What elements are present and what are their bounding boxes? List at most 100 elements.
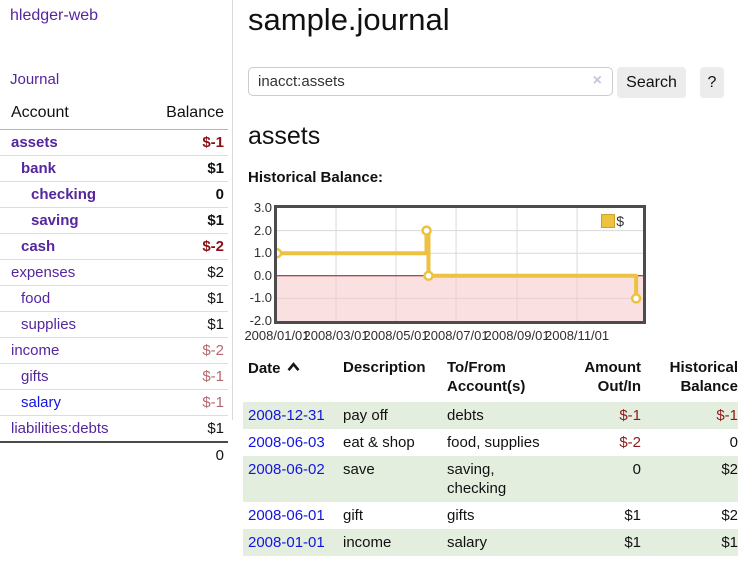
register-row: 2008-01-01 income salary $1 $1	[243, 529, 738, 556]
sidebar-item-journal[interactable]: Journal	[10, 71, 60, 88]
register-row: 2008-06-01 gift gifts $1 $2	[243, 502, 738, 529]
accounts-total: 0	[136, 441, 228, 468]
register-date-cell: 2008-12-31	[243, 402, 343, 429]
register-table-body: 2008-12-31 pay off debts $-1 $-1 2008-06-03 ea…	[243, 402, 738, 556]
register-balance-cell: 0	[729, 434, 738, 451]
register-description-cell: save	[343, 456, 447, 502]
historical-balance-chart: $ 3.0 2.0 1.0 0.0 -1.0 -2.0 2008/01/01 2008/03/…	[244, 200, 668, 350]
sidebar-account-link-food[interactable]: food	[21, 290, 51, 307]
account-row: expenses $2	[0, 259, 228, 286]
register-accounts-cell: food, supplies	[447, 434, 540, 451]
account-balance: $1	[136, 415, 228, 442]
y-axis-tick-label: 1.0	[253, 245, 272, 261]
x-axis-tick-label: 2008/11/01	[545, 328, 610, 343]
date-column-header[interactable]: Date	[243, 358, 343, 402]
register-description-cell: gift	[343, 507, 364, 524]
sidebar-account-link-assets[interactable]: assets	[11, 134, 58, 151]
chart-canvas	[277, 208, 643, 321]
register-accounts-cell: debts	[447, 402, 559, 429]
sidebar-account-link-expenses[interactable]: expenses	[11, 264, 76, 281]
transaction-date-link[interactable]: 2008-06-03	[248, 434, 325, 451]
account-balance: $-2	[136, 233, 228, 260]
balance-col-header: Balance	[136, 100, 228, 130]
register-accounts-cell: saving, checking	[447, 456, 559, 502]
register-description-cell: pay off	[343, 402, 447, 429]
help-button[interactable]: ?	[700, 67, 724, 98]
register-date-cell: 2008-06-01	[243, 502, 343, 529]
account-row: checking 0	[0, 181, 228, 208]
register-date-cell: 2008-06-02	[243, 456, 343, 502]
balance-column-header: Historical Balance	[669, 359, 738, 395]
app-title-link[interactable]: hledger-web	[10, 7, 99, 24]
accounts-column-header: To/From Account(s)	[447, 359, 526, 395]
register-amount-cell: 0	[559, 456, 641, 502]
account-heading: assets	[248, 122, 321, 150]
register-date-cell: 2008-06-03	[243, 429, 343, 456]
register-balance-cell: $1	[641, 529, 738, 556]
y-axis-tick-label: 2.0	[253, 222, 272, 238]
register-amount-cell: $-1	[559, 402, 641, 429]
sidebar-account-link-income[interactable]: income	[11, 342, 60, 359]
register-amount-cell: $-2	[619, 434, 641, 451]
account-row: saving $1	[0, 207, 228, 234]
transaction-date-link[interactable]: 2008-01-01	[248, 534, 325, 551]
register-date-cell: 2008-01-01	[243, 529, 343, 556]
account-balance: $2	[136, 259, 228, 286]
x-axis-tick-label: 2008/05/01	[363, 328, 429, 343]
transaction-date-link[interactable]: 2008-06-01	[248, 507, 325, 524]
register-amount-cell: $1	[624, 507, 641, 524]
register-description-cell: income	[343, 529, 447, 556]
chart-title: Historical Balance:	[248, 169, 384, 186]
register-accounts-cell: salary	[447, 529, 559, 556]
account-row: assets $-1	[0, 130, 228, 156]
accounts-total-spacer	[0, 441, 137, 468]
x-axis-tick-label: 2008/09/01	[484, 328, 550, 343]
register-row: 2008-06-02 save saving, checking 0 $2	[243, 456, 738, 502]
sidebar-account-link-supplies[interactable]: supplies	[21, 316, 77, 333]
account-row: food $1	[0, 285, 228, 312]
x-axis-tick-label: 2008/01/01	[244, 328, 310, 343]
account-balance: $1	[136, 311, 228, 338]
register-accounts-cell: gifts	[447, 507, 475, 524]
account-row: gifts $-1	[0, 363, 228, 390]
sidebar-account-link-bank[interactable]: bank	[21, 160, 57, 177]
account-row: salary $-1	[0, 389, 228, 416]
legend-label: $	[616, 213, 624, 229]
search-button[interactable]: Search	[617, 67, 686, 98]
accounts-col-header: Account	[0, 100, 137, 130]
register-amount-cell: $1	[559, 529, 641, 556]
search-input[interactable]	[248, 67, 613, 96]
sidebar-account-link-salary[interactable]: salary	[21, 394, 62, 411]
account-row: cash $-2	[0, 233, 228, 260]
register-row: 2008-12-31 pay off debts $-1 $-1	[243, 402, 738, 429]
transaction-date-link[interactable]: 2008-06-02	[248, 461, 325, 478]
accounts-table-body: assets $-1 bank $1 checking 0 saving $1 cash $-2 e…	[0, 130, 228, 442]
account-row: income $-2	[0, 337, 228, 364]
account-balance: $-1	[136, 363, 228, 390]
register-table: Date Description To/From Account(s) Amou…	[243, 358, 738, 556]
account-row: supplies $1	[0, 311, 228, 338]
page-title: sample.journal	[248, 2, 450, 37]
sort-ascending-icon	[287, 358, 300, 377]
x-axis-tick-label: 2008/03/01	[303, 328, 369, 343]
transaction-date-link[interactable]: 2008-12-31	[248, 407, 325, 424]
x-axis-tick-label: 2008/07/01	[423, 328, 489, 343]
account-balance: $1	[136, 207, 228, 234]
account-balance: $-1	[202, 134, 224, 151]
sidebar-account-link-checking[interactable]: checking	[31, 186, 97, 203]
register-balance-cell: $-1	[641, 402, 738, 429]
legend-swatch-icon	[601, 214, 616, 228]
chart-legend: $	[601, 213, 624, 229]
accounts-table: Account Balance assets $-1 bank $1 checking 0…	[0, 100, 228, 468]
register-balance-cell: $2	[641, 456, 738, 502]
sidebar: hledger-web Journal Account Balance asse…	[0, 0, 233, 468]
sidebar-account-link-cash[interactable]: cash	[21, 238, 56, 255]
main-content: sample.journal × Search ? assets Histori…	[243, 0, 742, 582]
amount-column-header: Amount Out/In	[584, 359, 641, 395]
register-row: 2008-06-03 eat & shop food, supplies $-2 0	[243, 429, 738, 456]
sidebar-account-link-gifts[interactable]: gifts	[21, 368, 49, 385]
y-axis-tick-label: 0.0	[253, 267, 272, 283]
sidebar-account-link-saving[interactable]: saving	[31, 212, 79, 229]
clear-search-icon[interactable]: ×	[592, 72, 602, 89]
sidebar-account-link-liabilities-debts[interactable]: liabilities:debts	[11, 420, 109, 437]
